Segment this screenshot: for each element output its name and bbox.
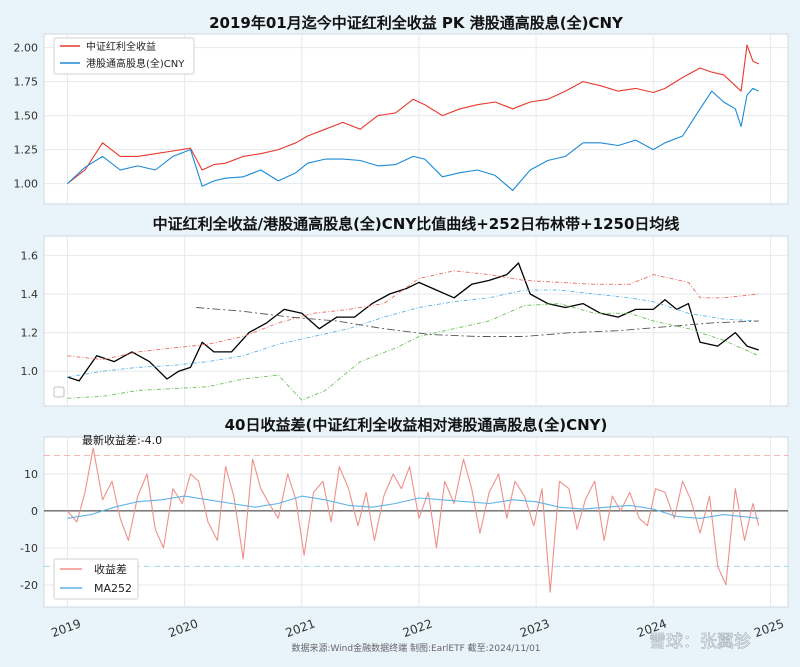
y-tick-label: 1.25 (14, 144, 39, 157)
panel-1-grid (44, 34, 788, 204)
y-tick-label: 1.0 (21, 365, 39, 378)
series-line-2 (67, 270, 759, 361)
panel-3-series (66, 447, 760, 593)
y-tick-label: 1.50 (14, 110, 39, 123)
panel-3-title: 40日收益差(中证红利全收益相对港股通高股息(全)CNY) (225, 416, 608, 434)
x-tick-label: 2023 (518, 616, 551, 640)
latest-spread-annotation: 最新收益差:-4.0 (82, 433, 162, 447)
series-line-1 (66, 447, 760, 593)
series-line-3 (67, 289, 759, 378)
series-line-4 (67, 303, 759, 401)
panel-2-plot-area (43, 235, 789, 407)
y-tick-label: 1.6 (21, 249, 39, 262)
panel-1-y-ticks: 1.00 1.25 1.50 1.75 2.00 (14, 42, 39, 191)
y-tick-label: -20 (20, 579, 38, 592)
panel-2-series (67, 262, 759, 401)
panel-3-y-ticks: -20 -10 0 10 (20, 468, 38, 592)
legend-label-spread: 收益差 (94, 562, 127, 576)
series-line-2 (67, 495, 759, 519)
series-line-2 (67, 87, 759, 191)
y-tick-label: 1.4 (21, 288, 39, 301)
x-tick-label: 2025 (752, 616, 785, 640)
panel-2-y-ticks: 1.0 1.2 1.4 1.6 (21, 249, 39, 378)
x-tick-label: 2019 (49, 616, 82, 640)
x-tick-label: 2020 (166, 616, 199, 640)
panel-3-plot-area (43, 436, 789, 608)
y-tick-label: 1.00 (14, 178, 39, 191)
legend-label-csi-dividend: 中证红利全收益 (86, 40, 156, 53)
panel-1-legend-box (53, 37, 195, 75)
panel-1-title: 2019年01月迄今中证红利全收益 PK 港股通高股息(全)CNY (209, 14, 624, 32)
y-tick-label: 0 (31, 505, 38, 518)
y-tick-label: 1.75 (14, 76, 39, 89)
y-tick-label: -10 (20, 542, 38, 555)
series-line-1 (67, 44, 759, 185)
series-line-1 (67, 262, 759, 382)
panel-3-reference-lines (44, 454, 788, 567)
panel-3-legend: 收益差 MA252 (53, 558, 139, 600)
y-tick-label: 2.00 (14, 42, 39, 55)
footer-source: 数据来源:Wind金融数据终端 制图:EarlETF 截至:2024/11/01 (291, 642, 540, 654)
watermark: 雪球：张翼轸 (649, 632, 751, 652)
x-tick-label: 2021 (284, 616, 317, 640)
legend-label-ma252: MA252 (94, 582, 132, 595)
panel-1-legend: 中证红利全收益 港股通高股息(全)CNY (53, 37, 195, 75)
panel-2-title: 中证红利全收益/港股通高股息(全)CNY比值曲线+252日布林带+1250日均线 (153, 215, 680, 233)
panel-1-series (67, 44, 759, 191)
x-tick-label: 2022 (401, 616, 434, 640)
panel-2-legend-box (53, 386, 65, 398)
y-tick-label: 1.2 (21, 327, 39, 340)
y-tick-label: 10 (24, 468, 38, 481)
series-line-5 (196, 307, 759, 337)
legend-label-hk-high-dividend: 港股通高股息(全)CNY (86, 57, 185, 70)
